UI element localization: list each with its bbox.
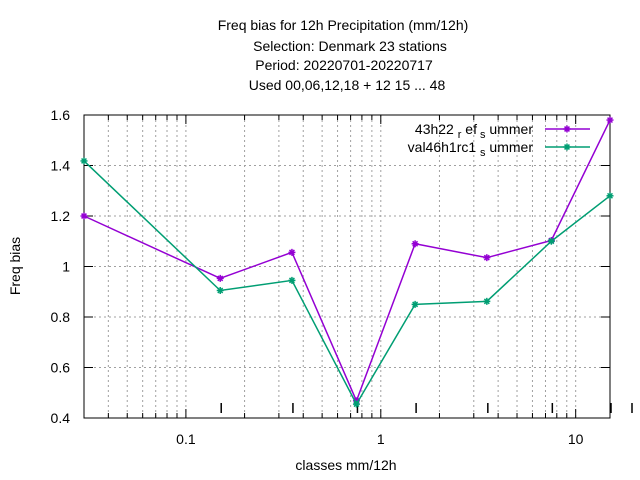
- series-1: [80, 116, 614, 405]
- data-point: [483, 297, 491, 305]
- data-point: [547, 237, 555, 245]
- data-point: [563, 143, 571, 151]
- data-point: [80, 212, 88, 220]
- legend-label: val46h1rc1 s ummer: [408, 139, 534, 159]
- x-tick-label: 0.1: [176, 431, 196, 447]
- plot-frame: [83, 114, 611, 419]
- legend-label: 43h22 r ef s ummer: [415, 121, 533, 141]
- x-axis-label: classes mm/12h: [295, 457, 396, 473]
- y-tick-label: 0.8: [51, 309, 71, 325]
- chart-title-line-3: Period: 20220701-20220717: [255, 57, 433, 73]
- data-point: [606, 192, 614, 200]
- data-point: [563, 125, 571, 133]
- data-point: [352, 400, 360, 408]
- legend-entry-1: 43h22 r ef s ummer: [415, 121, 590, 141]
- data-point: [288, 276, 296, 284]
- chart-title-line-2: Selection: Denmark 23 stations: [253, 38, 447, 54]
- data-point: [288, 248, 296, 256]
- y-tick-labels: 0.4 0.6 0.8 1 1.2 1.4 1.6: [51, 107, 71, 426]
- x-tick-label: 10: [568, 431, 584, 447]
- data-point: [411, 300, 419, 308]
- y-tick-label: 1.2: [51, 208, 71, 224]
- x-tick-labels: 0.1 1 10: [176, 431, 584, 447]
- grid-lines: [84, 115, 610, 418]
- series-line: [83, 160, 611, 406]
- chart-title-line-4: Used 00,06,12,18 + 12 15 ... 48: [249, 77, 446, 93]
- legend-entry-2: val46h1rc1 s ummer: [408, 139, 590, 159]
- y-tick-label: 1.4: [51, 158, 71, 174]
- y-tick-label: 1.6: [51, 107, 71, 123]
- y-tick-label: 1: [62, 259, 70, 275]
- data-point: [216, 286, 224, 294]
- data-point: [216, 274, 224, 282]
- data-point: [80, 157, 88, 165]
- series-line: [83, 119, 611, 403]
- y-axis-label: Freq bias: [7, 237, 23, 295]
- axis-ticks: [83, 114, 633, 419]
- data-point: [483, 254, 491, 262]
- y-tick-label: 0.6: [51, 360, 71, 376]
- chart-title-line-1: Freq bias for 12h Precipitation (mm/12h): [218, 17, 469, 33]
- series-2: [80, 157, 614, 408]
- data-point: [411, 240, 419, 248]
- y-tick-label: 0.4: [51, 410, 71, 426]
- x-tick-label: 1: [377, 431, 385, 447]
- data-point: [606, 116, 614, 124]
- series-lines: [80, 116, 614, 408]
